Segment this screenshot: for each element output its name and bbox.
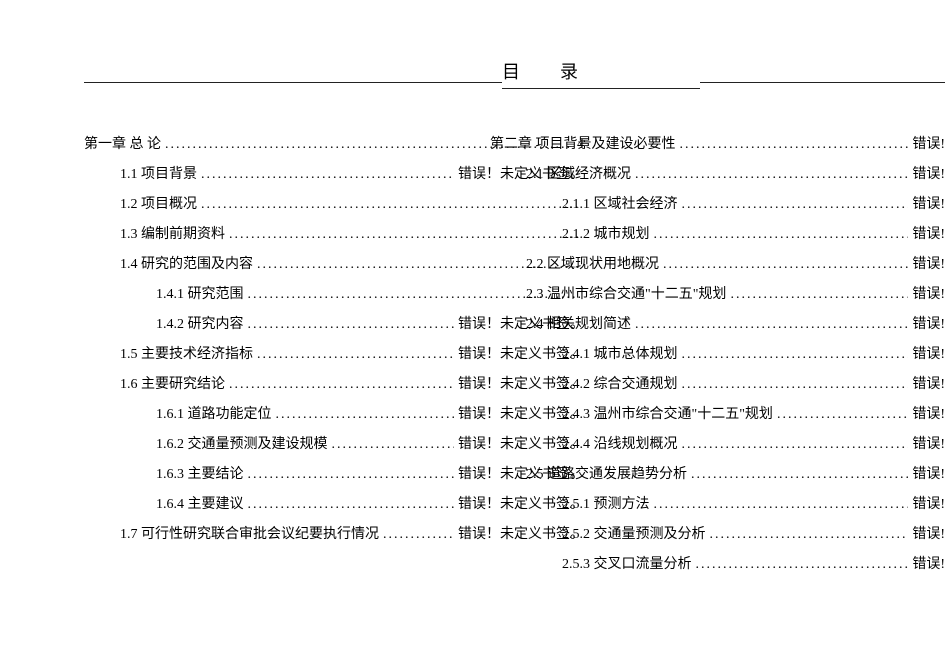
toc-entry-label: 2.3 温州市综合交通"十二五"规划 — [526, 280, 726, 310]
toc-entry-label: 第二章 项目背景及建设必要性 — [490, 130, 676, 160]
toc-entry-label: 1.1 项目背景 — [120, 160, 197, 190]
toc-leader-dots — [631, 160, 908, 190]
toc-leader-dots — [650, 220, 909, 250]
toc-entry-label: 1.6.2 交通量预测及建设规模 — [156, 430, 328, 460]
toc-entry-page: 错误! — [908, 190, 945, 220]
toc-entry: 2.5.2 交通量预测及分析 错误! — [490, 520, 945, 550]
toc-entry: 2.1.1 区域社会经济 错误! — [490, 190, 945, 220]
document-page: 目录 第一章 总 论41.1 项目背景错误！未定义书签。1.2 项目概况1.3 … — [0, 0, 945, 669]
toc-leader-dots — [631, 310, 908, 340]
toc-entry-label: 2.1.1 区域社会经济 — [562, 190, 678, 220]
toc-entry-label: 1.7 可行性研究联合审批会议纪要执行情况 — [120, 520, 379, 550]
toc-entry-label: 2.5 道路交通发展趋势分析 — [526, 460, 687, 490]
toc-leader-dots — [328, 430, 455, 460]
toc-entry-label: 2.4.3 温州市综合交通"十二五"规划 — [562, 400, 773, 430]
toc-leader-dots — [726, 280, 908, 310]
toc-leader-dots — [692, 550, 909, 580]
toc-entry-page: 错误! — [908, 220, 945, 250]
toc-entry-label: 2.4.2 综合交通规划 — [562, 370, 678, 400]
toc-entry: 2.5.3 交叉口流量分析 错误! — [490, 550, 945, 580]
title-underline-right — [700, 82, 945, 83]
toc-entry-label: 1.6.1 道路功能定位 — [156, 400, 272, 430]
toc-entry: 2.4 相关规划简述 错误! — [490, 310, 945, 340]
toc-entry: 2.1.2 城市规划 错误! — [490, 220, 945, 250]
toc-leader-dots — [706, 520, 909, 550]
toc-entry-label: 1.6.3 主要结论 — [156, 460, 244, 490]
toc-entry-label: 1.3 编制前期资料 — [120, 220, 225, 250]
title-underline-left — [84, 82, 502, 83]
toc-entry: 2.5.1 预测方法 错误! — [490, 490, 945, 520]
toc-entry: 第二章 项目背景及建设必要性 错误! — [490, 130, 945, 160]
toc-entry-label: 2.2 区域现状用地概况 — [526, 250, 659, 280]
toc-entry: 2.2 区域现状用地概况 错误! — [490, 250, 945, 280]
toc-entry-label: 1.6 主要研究结论 — [120, 370, 225, 400]
toc-entry-page: 错误! — [908, 130, 945, 160]
toc-leader-dots — [244, 310, 455, 340]
toc-leader-dots — [687, 460, 908, 490]
toc-entry-page: 错误! — [908, 160, 945, 190]
toc-entry-page: 错误! — [908, 490, 945, 520]
toc-entry-page: 错误! — [908, 310, 945, 340]
toc-entry-page: 错误! — [908, 370, 945, 400]
toc-entry: 2.3 温州市综合交通"十二五"规划 错误! — [490, 280, 945, 310]
toc-entry-label: 2.5.2 交通量预测及分析 — [562, 520, 706, 550]
toc-leader-dots — [659, 250, 908, 280]
toc-leader-dots — [678, 190, 909, 220]
toc-entry-label: 2.4 相关规划简述 — [526, 310, 631, 340]
toc-leader-dots — [650, 490, 909, 520]
toc-entry-label: 1.4.2 研究内容 — [156, 310, 244, 340]
toc-entry-page: 错误! — [908, 460, 945, 490]
toc-entry-page: 错误! — [908, 340, 945, 370]
toc-entry-label: 第一章 总 论 — [84, 130, 161, 160]
toc-entry: 2.4.3 温州市综合交通"十二五"规划 错误! — [490, 400, 945, 430]
toc-leader-dots — [678, 340, 909, 370]
toc-leader-dots — [253, 340, 454, 370]
toc-entry-label: 2.5.1 预测方法 — [562, 490, 650, 520]
toc-entry: 2.4.1 城市总体规划 错误! — [490, 340, 945, 370]
toc-leader-dots — [678, 370, 909, 400]
toc-column-right: 第二章 项目背景及建设必要性错误!2.1 区域经济概况错误!2.1.1 区域社会… — [490, 130, 945, 580]
toc-leader-dots — [244, 490, 455, 520]
toc-leader-dots — [678, 430, 909, 460]
toc-entry: 2.1 区域经济概况 错误! — [490, 160, 945, 190]
toc-entry-label: 2.4.4 沿线规划概况 — [562, 430, 678, 460]
toc-leader-dots — [225, 370, 454, 400]
toc-leader-dots — [676, 130, 909, 160]
toc-entry-label: 1.2 项目概况 — [120, 190, 197, 220]
toc-entry-page: 错误! — [908, 250, 945, 280]
toc-entry-page: 错误! — [908, 550, 945, 580]
toc-entry: 2.4.2 综合交通规划 错误! — [490, 370, 945, 400]
toc-entry-label: 2.4.1 城市总体规划 — [562, 340, 678, 370]
toc-entry-label: 2.1 区域经济概况 — [526, 160, 631, 190]
toc-leader-dots — [197, 160, 454, 190]
toc-entry-page: 错误! — [908, 280, 945, 310]
toc-entry-label: 2.5.3 交叉口流量分析 — [562, 550, 692, 580]
toc-entry-label: 1.5 主要技术经济指标 — [120, 340, 253, 370]
toc-entry-label: 1.4 研究的范围及内容 — [120, 250, 253, 280]
toc-title: 目录 — [502, 58, 700, 89]
toc-entry-label: 1.4.1 研究范围 — [156, 280, 244, 310]
toc-leader-dots — [244, 460, 455, 490]
toc-entry-page: 错误! — [908, 400, 945, 430]
toc-entry-label: 1.6.4 主要建议 — [156, 490, 244, 520]
toc-entry-page: 错误! — [908, 520, 945, 550]
toc-entry-label: 2.1.2 城市规划 — [562, 220, 650, 250]
toc-entry-page: 错误! — [908, 430, 945, 460]
toc-entry: 2.5 道路交通发展趋势分析 错误! — [490, 460, 945, 490]
toc-entry: 2.4.4 沿线规划概况 错误! — [490, 430, 945, 460]
toc-leader-dots — [379, 520, 454, 550]
toc-leader-dots — [272, 400, 455, 430]
toc-leader-dots — [773, 400, 908, 430]
